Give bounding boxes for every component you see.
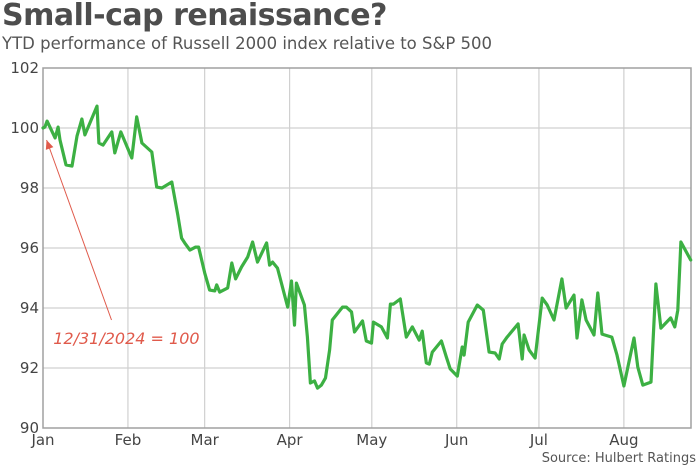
y-tick-label: 102 — [10, 59, 39, 77]
x-tick-label: Feb — [115, 431, 142, 449]
plot-frame — [42, 67, 692, 429]
x-tick-label: Apr — [277, 431, 304, 449]
y-tick-label: 92 — [20, 359, 39, 377]
gridlines — [43, 68, 691, 428]
series-line — [41, 104, 693, 390]
chart-subtitle: YTD performance of Russell 2000 index re… — [2, 34, 493, 53]
annotation: 12/31/2024 = 100 — [45, 139, 200, 348]
chart-title: Small-cap renaissance? — [2, 0, 387, 33]
x-tick-labels: Jan Feb Mar Apr May Jun Jul Aug — [30, 431, 638, 449]
x-tick-label: Jan — [30, 431, 54, 449]
y-tick-label: 98 — [20, 179, 39, 197]
annotation-text: 12/31/2024 = 100 — [53, 329, 199, 348]
x-tick-label: Mar — [191, 431, 220, 449]
series-group — [41, 104, 693, 390]
y-tick-label: 96 — [20, 239, 39, 257]
x-tick-label: Aug — [609, 431, 638, 449]
y-tick-label: 90 — [20, 419, 39, 437]
y-tick-label: 94 — [20, 299, 39, 317]
y-tick-labels: 90 92 94 96 98 100 102 — [10, 59, 39, 437]
x-tick-label: May — [356, 431, 387, 449]
x-tick-label: Jun — [444, 431, 468, 449]
axes — [42, 67, 692, 429]
x-tick-label: Jul — [529, 431, 548, 449]
source-note: Source: Hulbert Ratings — [541, 451, 696, 466]
annotation-arrow-line — [46, 139, 112, 321]
annotation-arrowhead — [45, 140, 54, 150]
y-tick-label: 100 — [10, 119, 39, 137]
